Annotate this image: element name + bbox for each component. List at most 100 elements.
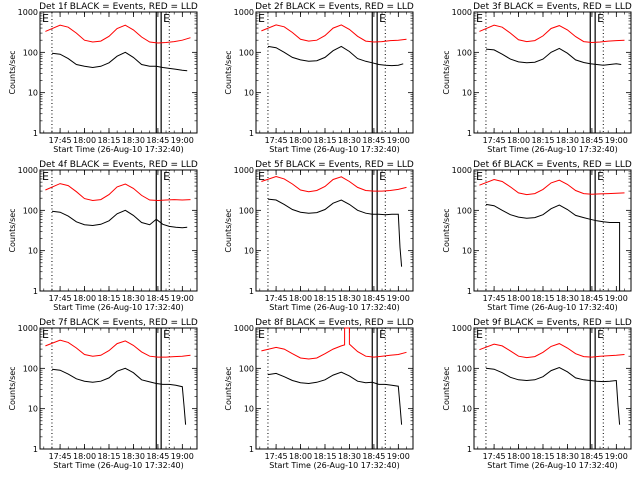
- flag-label: E: [42, 328, 49, 341]
- x-tick-label: 18:15: [97, 452, 120, 461]
- y-tick-label: 1000: [452, 166, 472, 175]
- y-axis-label: Counts/sec: [442, 366, 451, 410]
- x-tick-label: 18:30: [122, 452, 145, 461]
- x-axis-label: Start Time (26-Aug-10 17:32:40): [487, 303, 618, 312]
- series-line-events: [51, 51, 188, 72]
- panel-title: Det 6f BLACK = Events, RED = LLD: [473, 160, 632, 170]
- y-axis-label: Counts/sec: [224, 208, 233, 252]
- x-tick-label: 18:15: [313, 136, 336, 145]
- y-axis-label: Counts/sec: [442, 50, 451, 94]
- x-axis-label: Start Time (26-Aug-10 17:32:40): [487, 461, 618, 470]
- y-tick-label: 1: [467, 445, 472, 454]
- y-tick-label: 100: [239, 364, 254, 373]
- plot-frame: [39, 169, 198, 292]
- x-tick-label: 18:15: [531, 294, 554, 303]
- y-tick-label: 1: [249, 129, 254, 138]
- y-tick-label: 10: [28, 89, 38, 98]
- y-axis-label: Counts/sec: [224, 50, 233, 94]
- x-tick-label: 18:30: [122, 136, 145, 145]
- x-tick-label: 18:30: [338, 294, 361, 303]
- panel-3: Det 3f BLACK = Events, RED = LLD 1 10 100 10…: [442, 2, 632, 154]
- series-line-events: [485, 47, 622, 66]
- flag-label: E: [258, 328, 265, 341]
- panel-7: Det 7f BLACK = Events, RED = LLD 1 10 100 10…: [8, 318, 198, 470]
- panel-title: Det 2f BLACK = Events, RED = LLD: [255, 2, 414, 12]
- flag-label: E: [163, 12, 170, 25]
- series-line-events: [267, 371, 403, 425]
- panel-5: Det 5f BLACK = Events, RED = LLD 1 10 100 10…: [224, 160, 414, 312]
- x-tick-label: 18:30: [556, 136, 579, 145]
- x-tick-label: 17:45: [265, 136, 288, 145]
- x-tick-label: 19:00: [605, 136, 628, 145]
- x-tick-label: 18:00: [73, 294, 96, 303]
- x-tick-label: 18:45: [146, 452, 169, 461]
- series-line-lld: [479, 343, 625, 359]
- series-line-events: [267, 45, 404, 67]
- x-axis-label: Start Time (26-Aug-10 17:32:40): [53, 461, 184, 470]
- x-tick-label: 19:00: [387, 452, 410, 461]
- x-tick-label: 19:00: [171, 136, 194, 145]
- plot-frame: [255, 169, 414, 292]
- x-tick-label: 18:45: [146, 136, 169, 145]
- x-tick-label: 18:15: [531, 136, 554, 145]
- y-tick-label: 10: [244, 247, 254, 256]
- x-tick-label: 18:00: [289, 294, 312, 303]
- x-tick-label: 18:45: [580, 136, 603, 145]
- x-tick-label: 17:45: [49, 294, 72, 303]
- x-tick-label: 18:45: [580, 452, 603, 461]
- plot-frame: [255, 327, 414, 450]
- y-axis-label: Counts/sec: [442, 208, 451, 252]
- panel-title: Det 8f BLACK = Events, RED = LLD: [255, 318, 414, 328]
- panel-4: Det 4f BLACK = Events, RED = LLD 1 10 100 10…: [8, 160, 198, 312]
- y-tick-label: 10: [462, 89, 472, 98]
- y-tick-label: 1000: [234, 324, 254, 333]
- x-tick-label: 17:45: [265, 294, 288, 303]
- y-tick-label: 10: [244, 405, 254, 414]
- x-tick-label: 17:45: [49, 452, 72, 461]
- x-tick-label: 19:00: [605, 452, 628, 461]
- series-line-events: [485, 366, 621, 425]
- x-tick-label: 19:00: [387, 294, 410, 303]
- series-line-lld: [479, 24, 625, 44]
- x-tick-label: 17:45: [483, 452, 506, 461]
- x-tick-label: 18:00: [73, 136, 96, 145]
- y-tick-label: 100: [23, 364, 38, 373]
- x-tick-label: 18:30: [556, 452, 579, 461]
- flag-label: E: [379, 328, 386, 341]
- panel-2: Det 2f BLACK = Events, RED = LLD 1 10 100 10…: [224, 2, 414, 154]
- y-tick-label: 10: [462, 247, 472, 256]
- panel-title: Det 5f BLACK = Events, RED = LLD: [255, 160, 414, 170]
- x-axis-label: Start Time (26-Aug-10 17:32:40): [53, 145, 184, 154]
- y-tick-label: 100: [23, 206, 38, 215]
- series-line-lld: [261, 327, 407, 360]
- flag-label: E: [597, 328, 604, 341]
- x-axis-label: Start Time (26-Aug-10 17:32:40): [269, 303, 400, 312]
- x-tick-label: 19:00: [171, 452, 194, 461]
- panel-title: Det 3f BLACK = Events, RED = LLD: [473, 2, 632, 12]
- flag-label: E: [476, 170, 483, 183]
- x-tick-label: 17:45: [483, 294, 506, 303]
- y-tick-label: 1000: [18, 8, 38, 17]
- y-tick-label: 1: [33, 287, 38, 296]
- y-tick-label: 100: [457, 364, 472, 373]
- x-tick-label: 18:00: [507, 294, 530, 303]
- panel-title: Det 7f BLACK = Events, RED = LLD: [39, 318, 198, 328]
- x-tick-label: 18:45: [362, 294, 385, 303]
- x-axis-label: Start Time (26-Aug-10 17:32:40): [487, 145, 618, 154]
- y-tick-label: 10: [462, 405, 472, 414]
- x-tick-label: 19:00: [605, 294, 628, 303]
- panel-title: Det 9f BLACK = Events, RED = LLD: [473, 318, 632, 328]
- series-line-lld: [479, 178, 625, 196]
- x-tick-label: 18:15: [97, 136, 120, 145]
- series-line-lld: [45, 183, 191, 202]
- plot-frame: [255, 11, 414, 134]
- flag-label: E: [476, 328, 483, 341]
- x-tick-label: 18:30: [338, 136, 361, 145]
- y-tick-label: 1000: [18, 166, 38, 175]
- y-tick-label: 1: [33, 129, 38, 138]
- plot-frame: [473, 327, 632, 450]
- y-tick-label: 1: [467, 129, 472, 138]
- panel-8: Det 8f BLACK = Events, RED = LLD 1 10 100 10…: [224, 318, 414, 470]
- y-tick-label: 1: [249, 287, 254, 296]
